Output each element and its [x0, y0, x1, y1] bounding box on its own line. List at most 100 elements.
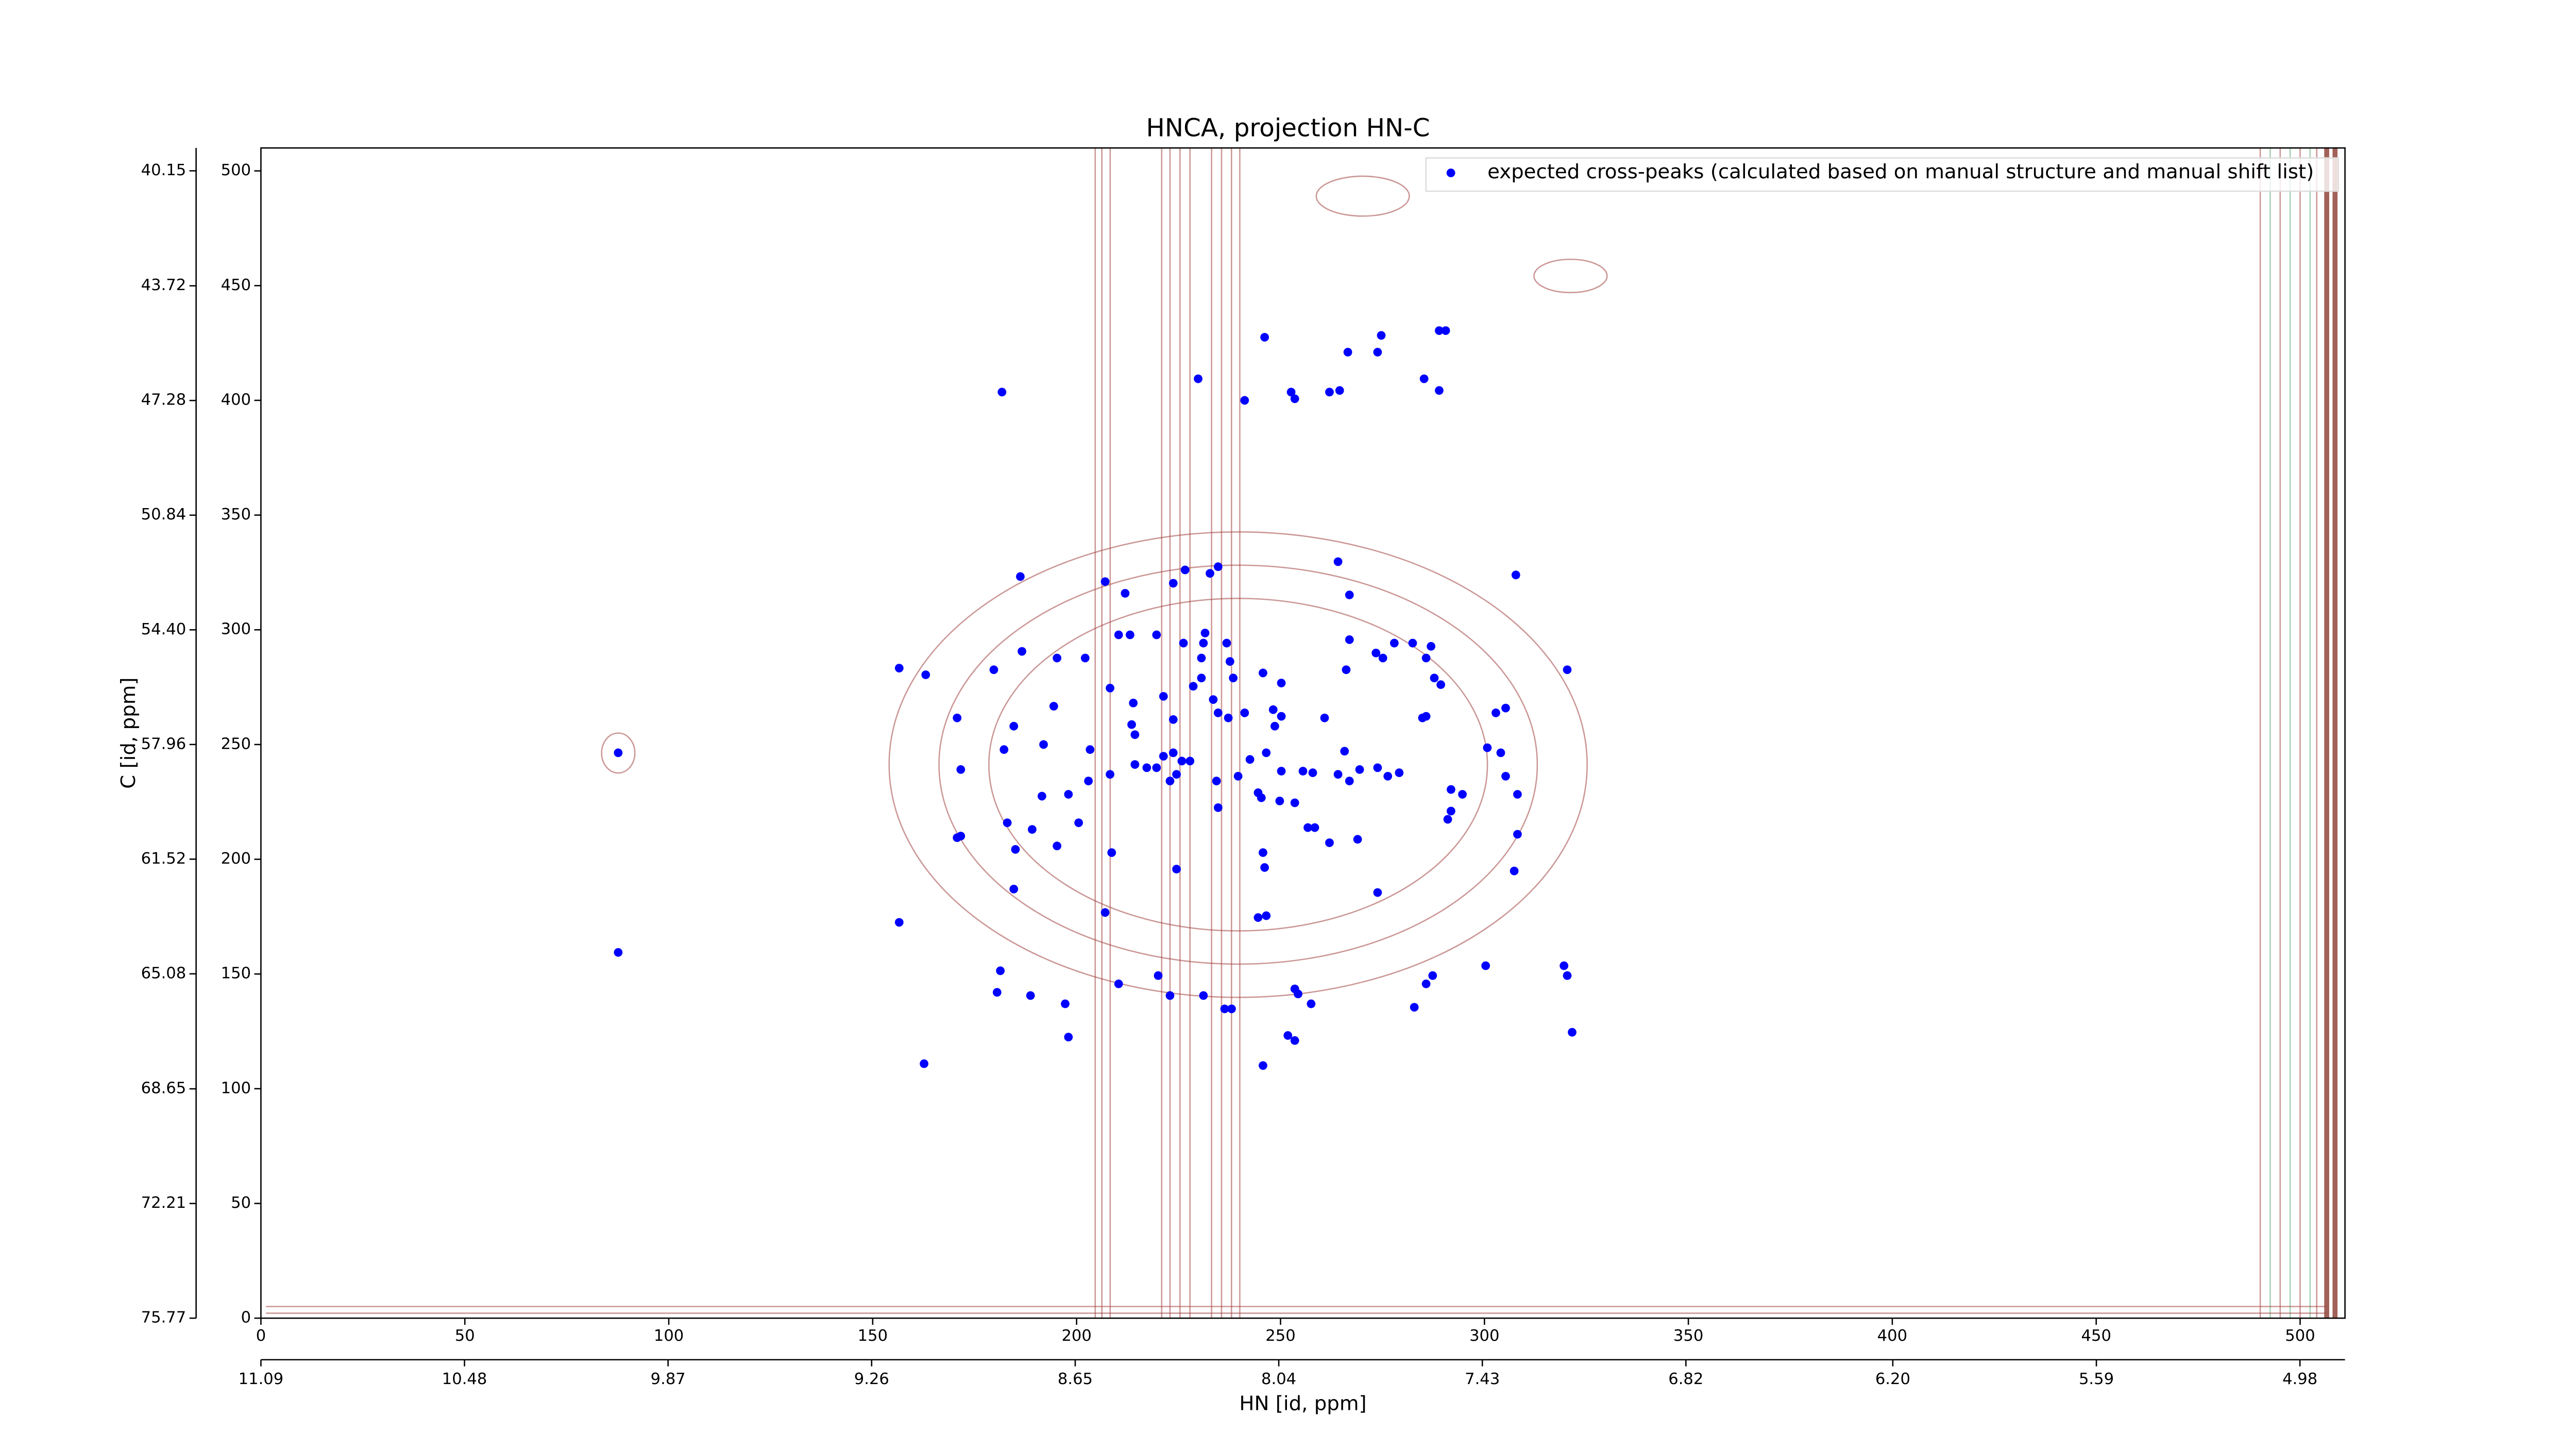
x2-tick-label: 4.98 — [2282, 1370, 2317, 1388]
peak-marker — [1028, 825, 1037, 834]
peak-marker — [1003, 818, 1012, 828]
peak-marker — [1277, 712, 1286, 721]
peak-marker — [1436, 680, 1445, 689]
x-tick-label: 450 — [2081, 1327, 2111, 1345]
x2-tick-label: 11.09 — [239, 1370, 284, 1388]
peak-marker — [1009, 885, 1019, 894]
peak-marker — [1189, 682, 1198, 691]
peak-marker — [1333, 770, 1343, 779]
y-tick-label: 500 — [221, 161, 251, 179]
x2-tick-label: 8.65 — [1058, 1370, 1093, 1388]
stripe — [1094, 148, 1241, 1319]
peak-marker — [1260, 863, 1269, 872]
contour — [1533, 258, 1608, 294]
peak-marker — [1345, 777, 1354, 786]
peak-marker — [1298, 767, 1308, 776]
stripe — [266, 1306, 2327, 1314]
peak-marker — [1290, 394, 1299, 403]
peak-marker — [1260, 333, 1269, 342]
peak-marker — [1268, 705, 1278, 714]
y-tick-label: 100 — [221, 1079, 251, 1097]
peak-marker — [1308, 768, 1317, 778]
peak-marker — [956, 765, 965, 774]
peak-marker — [1026, 991, 1035, 1000]
peak-marker — [1130, 760, 1140, 769]
y2-tick-label: 57.96 — [141, 735, 187, 753]
peak-marker — [1229, 673, 1238, 683]
peak-marker — [1320, 713, 1329, 722]
peak-marker — [1009, 721, 1019, 731]
peak-marker — [1152, 763, 1161, 772]
plot-frame — [260, 147, 2346, 1319]
peak-marker — [1355, 765, 1364, 774]
peak-marker — [989, 665, 998, 675]
peak-marker — [1435, 386, 1444, 395]
y-tick-label: 200 — [221, 850, 251, 868]
peak-marker — [1447, 785, 1455, 794]
x-tick-label: 500 — [2285, 1327, 2315, 1345]
peak-marker — [1510, 866, 1519, 875]
peak-marker — [1253, 913, 1263, 922]
peak-marker — [1283, 1031, 1293, 1040]
x-tick-label: 350 — [1673, 1327, 1703, 1345]
peak-marker — [997, 387, 1007, 397]
peak-marker — [1563, 971, 1572, 980]
peak-marker — [1325, 387, 1334, 397]
x-tick-label: 50 — [455, 1327, 475, 1345]
peak-marker — [1501, 703, 1510, 713]
peak-marker — [1410, 1003, 1419, 1012]
legend-marker — [1446, 169, 1455, 177]
peak-marker — [1419, 374, 1429, 383]
peak-marker — [1197, 653, 1206, 663]
x-tick-label: 400 — [1877, 1327, 1907, 1345]
y-tick-label: 300 — [221, 620, 251, 638]
x2-tick-label: 8.04 — [1261, 1370, 1296, 1388]
peak-marker — [1371, 648, 1381, 658]
peak-marker — [1018, 647, 1026, 656]
x-tick-label: 250 — [1265, 1327, 1295, 1345]
peak-marker — [1197, 673, 1206, 683]
peak-marker — [1100, 577, 1110, 586]
peak-marker — [1443, 815, 1452, 824]
contour — [988, 598, 1488, 932]
y-tick-label: 50 — [231, 1194, 251, 1212]
peak-marker — [1259, 668, 1267, 678]
peak-marker — [1185, 756, 1195, 766]
peak-marker — [1428, 971, 1437, 980]
y2-tick-label: 47.28 — [141, 391, 187, 409]
peak-marker — [996, 966, 1005, 975]
peak-marker — [1290, 798, 1299, 807]
peak-marker — [1340, 747, 1349, 756]
peak-marker — [1430, 673, 1439, 683]
peak-marker — [1458, 790, 1467, 799]
peak-marker — [1194, 374, 1202, 383]
peak-marker — [1127, 720, 1136, 729]
peak-marker — [1206, 569, 1214, 578]
peak-marker — [1421, 979, 1431, 988]
peak-marker — [1343, 348, 1352, 357]
peak-marker — [1568, 1027, 1577, 1037]
x2-tick-label: 9.87 — [651, 1370, 686, 1388]
peak-marker — [1168, 579, 1178, 588]
y2-tick-label: 54.40 — [141, 620, 187, 638]
legend-box — [1425, 157, 2339, 192]
x2-tick-label: 6.20 — [1875, 1370, 1910, 1388]
legend-label: expected cross-peaks (calculated based o… — [1487, 160, 2314, 183]
peak-marker — [1168, 715, 1178, 724]
peak-marker — [1290, 1036, 1299, 1045]
peak-marker — [1294, 989, 1302, 999]
peak-marker — [956, 832, 965, 840]
peak-marker — [1483, 743, 1492, 752]
y-tick-label: 450 — [221, 276, 251, 294]
peak-marker — [1106, 683, 1114, 693]
peak-marker — [1373, 763, 1382, 772]
peak-marker — [1345, 591, 1354, 599]
peak-marker — [1373, 888, 1382, 897]
peak-marker — [1325, 838, 1334, 847]
peak-marker — [1233, 771, 1243, 781]
peak-marker — [614, 748, 623, 757]
y2-tick-label: 43.72 — [141, 276, 187, 294]
x2-tick-label: 7.43 — [1465, 1370, 1500, 1388]
